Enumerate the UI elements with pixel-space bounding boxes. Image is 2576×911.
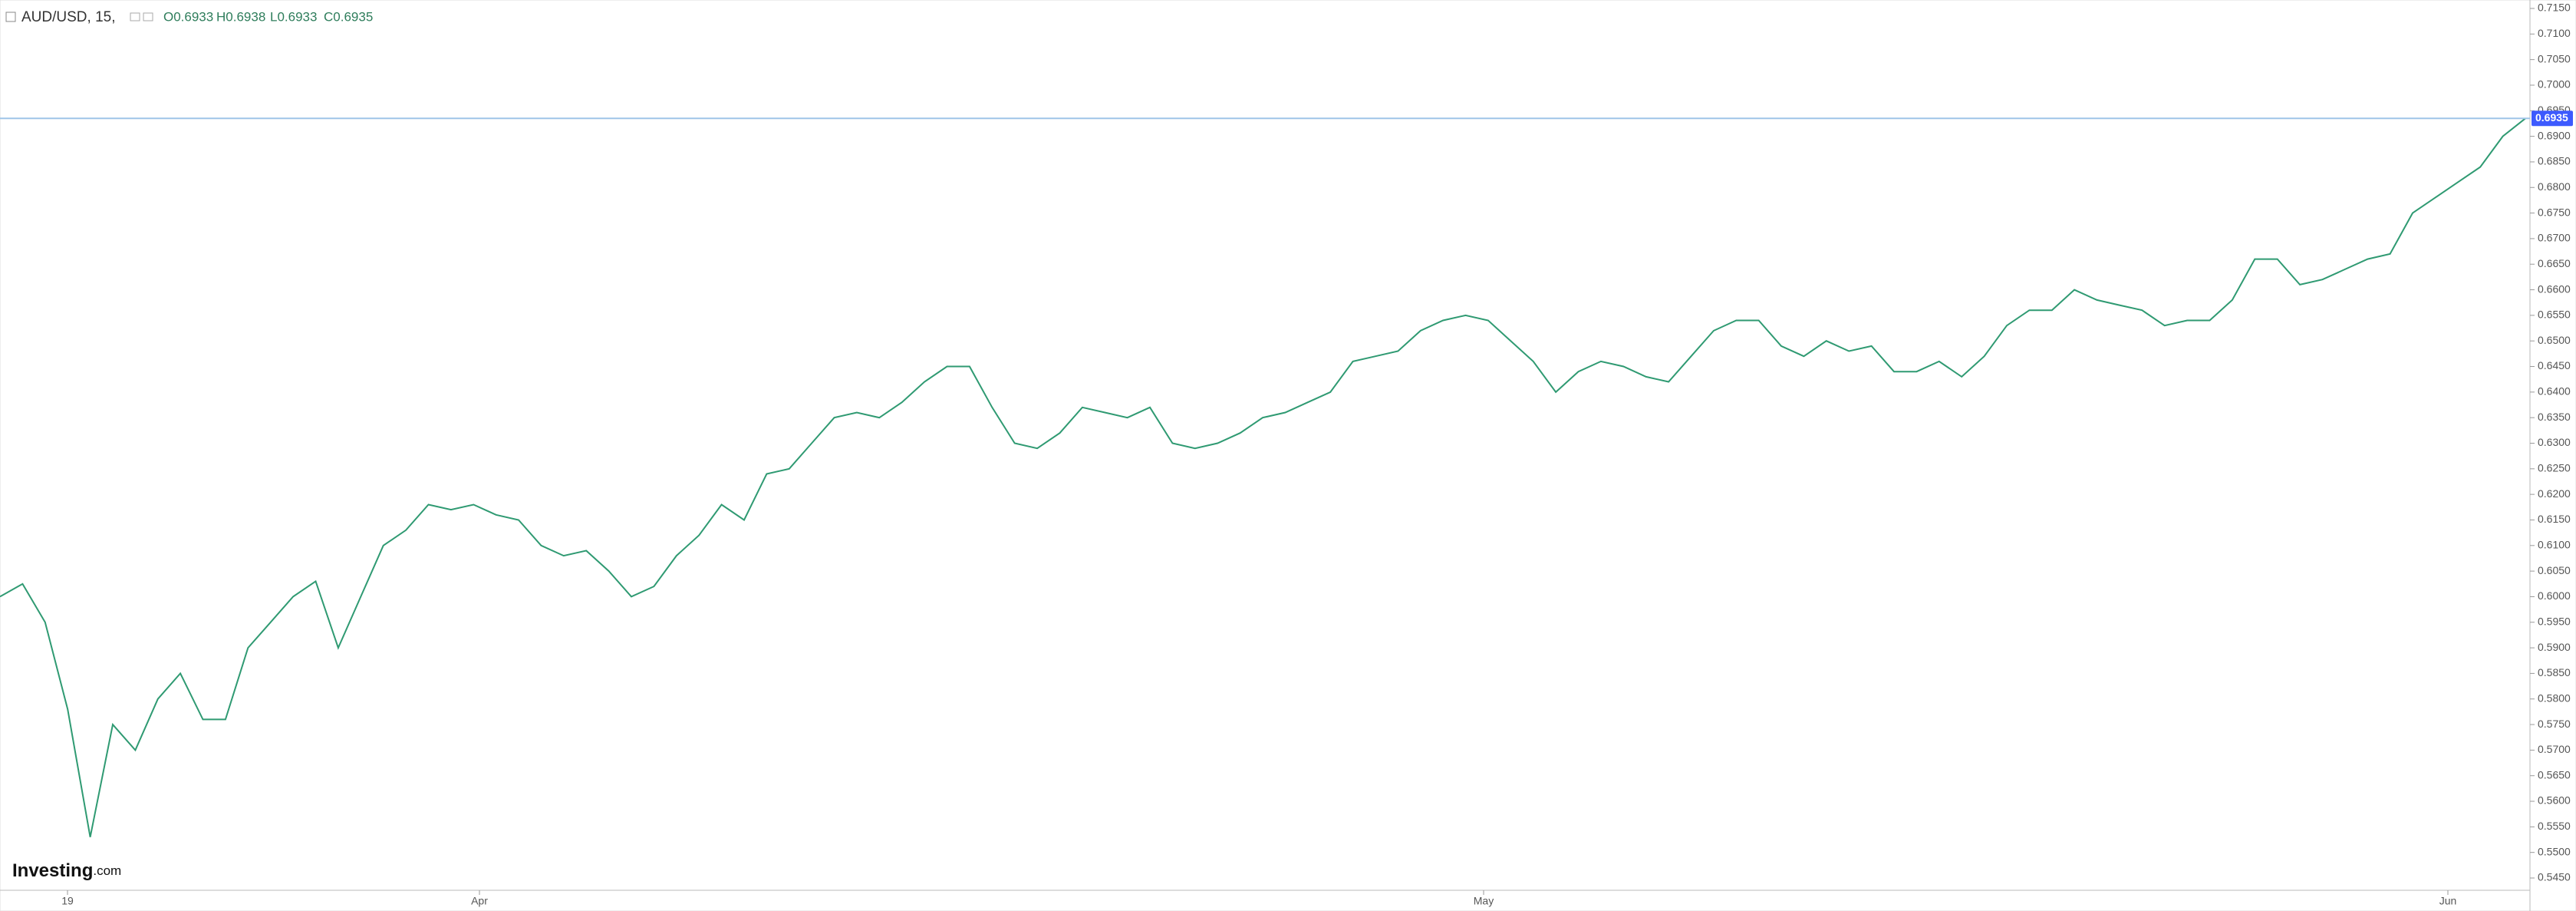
y-tick-label: 0.5750 bbox=[2538, 718, 2571, 730]
y-tick-label: 0.6700 bbox=[2538, 232, 2571, 244]
y-tick-label: 0.6250 bbox=[2538, 462, 2571, 474]
x-tick-label: Apr bbox=[471, 895, 488, 907]
y-tick-label: 0.6650 bbox=[2538, 257, 2571, 269]
y-tick-label: 0.6600 bbox=[2538, 282, 2571, 295]
x-tick-label: May bbox=[1474, 895, 1494, 907]
last-price-label: 0.6935 bbox=[2535, 111, 2568, 124]
header-icon bbox=[130, 12, 140, 21]
y-tick-label: 0.6550 bbox=[2538, 309, 2571, 321]
header-icon bbox=[143, 12, 153, 21]
x-tick-label: Jun bbox=[2439, 895, 2457, 907]
y-tick-label: 0.5650 bbox=[2538, 768, 2571, 781]
ohlc-value: H0.6938 bbox=[216, 9, 265, 24]
y-tick-label: 0.7100 bbox=[2538, 27, 2571, 39]
x-tick-label: 19 bbox=[61, 895, 74, 907]
price-line bbox=[0, 117, 2526, 837]
logo: Investing.com bbox=[12, 860, 121, 881]
ohlc-value: L0.6933 bbox=[270, 9, 317, 24]
ohlc-value: C0.6935 bbox=[324, 9, 373, 24]
last-price-tag bbox=[2532, 111, 2573, 127]
y-tick-label: 0.6100 bbox=[2538, 538, 2571, 550]
y-tick-label: 0.7150 bbox=[2538, 2, 2571, 14]
y-tick-label: 0.6400 bbox=[2538, 385, 2571, 398]
y-tick-label: 0.5850 bbox=[2538, 666, 2571, 678]
symbol-title: AUD/USD, 15, bbox=[21, 9, 115, 25]
y-tick-label: 0.6150 bbox=[2538, 513, 2571, 525]
y-tick-label: 0.5900 bbox=[2538, 641, 2571, 653]
y-tick-label: 0.6200 bbox=[2538, 487, 2571, 500]
y-tick-label: 0.6800 bbox=[2538, 180, 2571, 193]
y-tick-label: 0.6850 bbox=[2538, 155, 2571, 167]
y-tick-label: 0.6050 bbox=[2538, 564, 2571, 576]
ohlc-value: O0.6933 bbox=[163, 9, 213, 24]
y-tick-label: 0.5450 bbox=[2538, 871, 2571, 883]
logo-main: Investing bbox=[12, 860, 93, 881]
y-tick-label: 0.6000 bbox=[2538, 589, 2571, 602]
collapse-icon[interactable] bbox=[5, 12, 16, 22]
y-tick-label: 0.5800 bbox=[2538, 692, 2571, 704]
y-tick-label: 0.5500 bbox=[2538, 845, 2571, 857]
y-tick-label: 0.5950 bbox=[2538, 615, 2571, 627]
y-tick-label: 0.5700 bbox=[2538, 743, 2571, 755]
y-tick-label: 0.6750 bbox=[2538, 206, 2571, 218]
y-tick-label: 0.5600 bbox=[2538, 794, 2571, 807]
y-tick-label: 0.6500 bbox=[2538, 334, 2571, 346]
logo-suffix: .com bbox=[93, 863, 121, 878]
y-tick-label: 0.7000 bbox=[2538, 78, 2571, 91]
y-tick-label: 0.6900 bbox=[2538, 129, 2571, 141]
y-tick-label: 0.7050 bbox=[2538, 52, 2571, 64]
y-tick-label: 0.6300 bbox=[2538, 436, 2571, 448]
y-tick-label: 0.5550 bbox=[2538, 820, 2571, 832]
y-tick-label: 0.6450 bbox=[2538, 359, 2571, 371]
ohlc-legend: O0.6933 H0.6938 L0.6933 C0.6935 bbox=[163, 9, 373, 24]
y-tick-label: 0.6350 bbox=[2538, 411, 2571, 423]
